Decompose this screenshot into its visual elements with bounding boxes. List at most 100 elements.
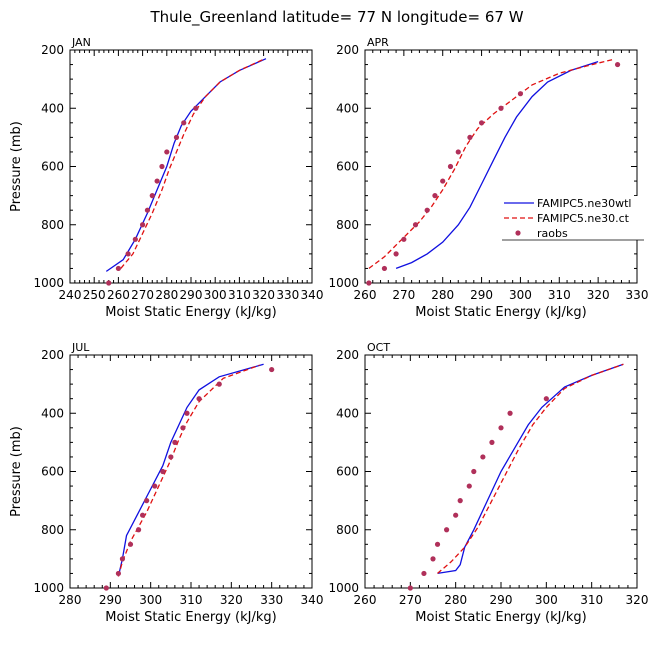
x-axis-label: Moist Static Energy (kJ/kg)	[105, 610, 276, 625]
x-tick-label: 320	[587, 288, 610, 302]
y-tick-label: 400	[41, 406, 64, 420]
raobs-point	[152, 483, 158, 489]
legend-entry-label: FAMIPC5.ne30wtl	[537, 197, 632, 210]
series-famipc5-ne30wtl	[437, 363, 624, 575]
raobs-point	[457, 498, 463, 504]
series-raobs	[407, 396, 549, 591]
raobs-point	[432, 193, 438, 199]
raobs-point	[119, 556, 126, 562]
raobs-point	[543, 396, 549, 402]
raobs-point	[407, 585, 413, 591]
raobs-point	[434, 541, 441, 547]
x-tick-label: 290	[99, 593, 122, 607]
x-tick-label: 330	[260, 593, 283, 607]
raobs-point	[507, 410, 513, 416]
raobs-point	[196, 396, 202, 402]
x-tick-label: 280	[155, 288, 178, 302]
x-axis-label: Moist Static Energy (kJ/kg)	[105, 305, 276, 320]
series-line	[437, 363, 624, 574]
x-tick-label: 320	[220, 593, 243, 607]
x-tick-label: 310	[228, 288, 251, 302]
raobs-point	[125, 251, 131, 257]
x-tick-label: 340	[301, 593, 324, 607]
x-tick-label: 330	[626, 288, 648, 302]
raobs-point	[135, 527, 142, 533]
x-tick-label: 270	[399, 593, 422, 607]
x-tick-label: 270	[392, 288, 415, 302]
y-tick-label: 600	[336, 160, 359, 174]
y-tick-label: 800	[41, 523, 64, 537]
series-line	[117, 364, 260, 577]
raobs-point	[181, 120, 187, 126]
plot-frame	[69, 49, 313, 284]
y-tick-label: 200	[41, 348, 64, 362]
raobs-point	[140, 512, 146, 518]
raobs-point	[421, 570, 427, 577]
x-tick-label: 310	[548, 288, 571, 302]
raobs-point	[184, 410, 190, 416]
y-tick-label: 200	[41, 43, 64, 57]
x-tick-label: 290	[180, 288, 203, 302]
x-tick-label: 330	[276, 288, 299, 302]
raobs-point	[269, 366, 275, 373]
raobs-point	[168, 454, 174, 460]
plot-frame	[364, 49, 638, 284]
raobs-point	[216, 381, 222, 387]
x-tick-label: 290	[470, 288, 493, 302]
plot-frame	[69, 354, 313, 589]
panel-month-label: OCT	[367, 341, 390, 354]
raobs-point	[447, 163, 454, 170]
y-tick-label: 1000	[33, 276, 64, 290]
raobs-point	[471, 468, 477, 475]
legend-swatch-marker	[515, 230, 521, 236]
raobs-point	[140, 222, 146, 228]
y-tick-label: 600	[41, 465, 64, 479]
raobs-point	[173, 134, 180, 140]
raobs-point	[159, 163, 165, 170]
x-tick-label: 300	[535, 593, 558, 607]
y-tick-label: 400	[336, 101, 359, 115]
panel-month-label: JAN	[71, 36, 91, 49]
raobs-point	[144, 498, 150, 504]
x-tick-label: 240	[59, 288, 82, 302]
raobs-point	[467, 134, 473, 140]
raobs-point	[614, 61, 621, 68]
figure-title: Thule_Greenland latitude= 77 N longitude…	[149, 8, 523, 27]
series-line	[395, 60, 599, 270]
raobs-point	[466, 483, 472, 489]
x-tick-label: 260	[354, 288, 377, 302]
raobs-point	[103, 585, 109, 591]
series-famipc5-ne30-ct	[117, 364, 260, 577]
raobs-point	[478, 120, 485, 126]
x-tick-label: 280	[59, 593, 82, 607]
x-tick-label: 260	[107, 288, 130, 302]
y-axis-label: Pressure (mb)	[9, 426, 24, 517]
raobs-point	[144, 207, 151, 213]
y-tick-label: 200	[336, 348, 359, 362]
x-tick-label: 250	[83, 288, 106, 302]
y-tick-label: 400	[336, 406, 359, 420]
raobs-point	[480, 454, 486, 460]
y-tick-label: 200	[336, 43, 359, 57]
y-tick-label: 800	[336, 523, 359, 537]
panel-month-label: JUL	[71, 341, 90, 354]
raobs-point	[455, 149, 461, 155]
panel-month-label: APR	[367, 36, 389, 49]
raobs-point	[393, 251, 399, 257]
series-famipc5-ne30wtl	[117, 363, 264, 577]
raobs-point	[132, 236, 138, 242]
raobs-point	[193, 105, 199, 111]
series-raobs	[103, 366, 275, 591]
series-famipc5-ne30wtl	[105, 58, 267, 272]
raobs-point	[498, 105, 504, 111]
panel-oct: 260 270 280 290 300 310 320 200 400 600 800 1000 OCT…	[328, 341, 648, 625]
series-famipc5-ne30wtl	[395, 60, 599, 270]
x-axis-label: Moist Static Energy (kJ/kg)	[415, 305, 586, 320]
series-line	[437, 363, 624, 575]
y-tick-label: 1000	[33, 581, 64, 595]
x-tick-label: 280	[444, 593, 467, 607]
raobs-point	[489, 439, 495, 445]
x-tick-label: 320	[252, 288, 275, 302]
raobs-point	[517, 91, 524, 97]
